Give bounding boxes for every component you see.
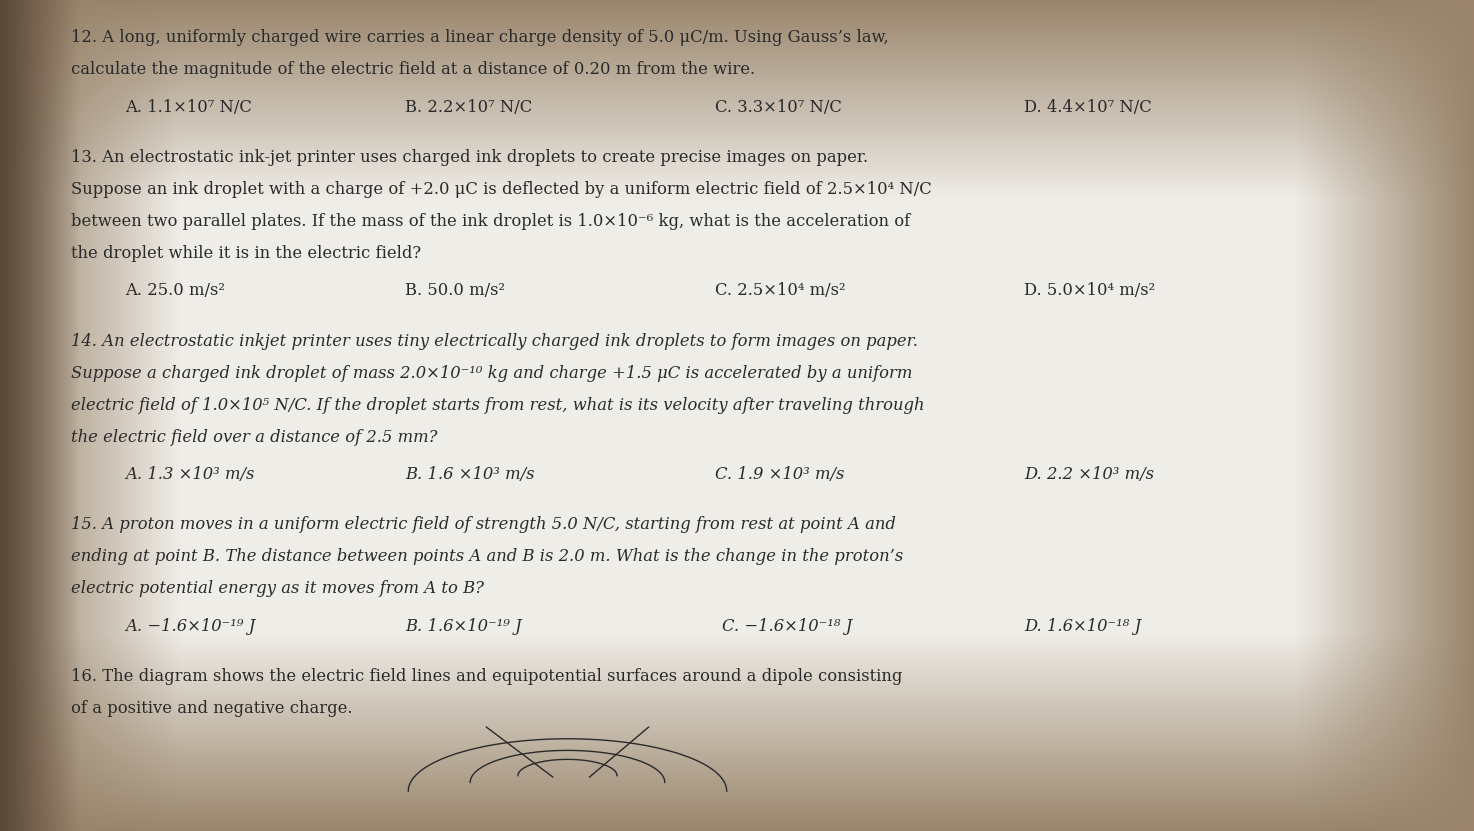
Text: 13. An electrostatic ink-jet printer uses charged ink droplets to create precise: 13. An electrostatic ink-jet printer use… <box>71 149 868 166</box>
Text: electric field of 1.0×10⁵ N/C. If the droplet starts from rest, what is its velo: electric field of 1.0×10⁵ N/C. If the dr… <box>71 396 924 414</box>
Text: D. 2.2 ×10³ m/s: D. 2.2 ×10³ m/s <box>1024 466 1154 483</box>
Text: D. 5.0×10⁴ m/s²: D. 5.0×10⁴ m/s² <box>1024 283 1156 299</box>
Text: the electric field over a distance of 2.5 mm?: the electric field over a distance of 2.… <box>71 429 438 445</box>
Text: C. −1.6×10⁻¹⁸ J: C. −1.6×10⁻¹⁸ J <box>722 617 852 635</box>
Text: ending at point B. The distance between points A and B is 2.0 m. What is the cha: ending at point B. The distance between … <box>71 548 904 565</box>
Text: the droplet while it is in the electric field?: the droplet while it is in the electric … <box>71 245 422 262</box>
Text: A. −1.6×10⁻¹⁹ J: A. −1.6×10⁻¹⁹ J <box>125 617 255 635</box>
Text: B. 50.0 m/s²: B. 50.0 m/s² <box>405 283 506 299</box>
Text: electric potential energy as it moves from A to B?: electric potential energy as it moves fr… <box>71 580 483 597</box>
Text: A. 1.1×10⁷ N/C: A. 1.1×10⁷ N/C <box>125 99 252 116</box>
Text: B. 1.6 ×10³ m/s: B. 1.6 ×10³ m/s <box>405 466 535 483</box>
Text: of a positive and negative charge.: of a positive and negative charge. <box>71 700 352 717</box>
Text: between two parallel plates. If the mass of the ink droplet is 1.0×10⁻⁶ kg, what: between two parallel plates. If the mass… <box>71 213 909 230</box>
Text: B. 2.2×10⁷ N/C: B. 2.2×10⁷ N/C <box>405 99 532 116</box>
Text: 14. An electrostatic inkjet printer uses tiny electrically charged ink droplets : 14. An electrostatic inkjet printer uses… <box>71 332 918 350</box>
Text: C. 3.3×10⁷ N/C: C. 3.3×10⁷ N/C <box>715 99 842 116</box>
Text: A. 1.3 ×10³ m/s: A. 1.3 ×10³ m/s <box>125 466 255 483</box>
Text: D. 4.4×10⁷ N/C: D. 4.4×10⁷ N/C <box>1024 99 1153 116</box>
Text: 15. A proton moves in a uniform electric field of strength 5.0 N/C, starting fro: 15. A proton moves in a uniform electric… <box>71 516 896 534</box>
Text: B. 1.6×10⁻¹⁹ J: B. 1.6×10⁻¹⁹ J <box>405 617 522 635</box>
Text: calculate the magnitude of the electric field at a distance of 0.20 m from the w: calculate the magnitude of the electric … <box>71 61 755 78</box>
Text: Suppose a charged ink droplet of mass 2.0×10⁻¹⁰ kg and charge +1.5 μC is acceler: Suppose a charged ink droplet of mass 2.… <box>71 365 912 381</box>
Text: 16. The diagram shows the electric field lines and equipotential surfaces around: 16. The diagram shows the electric field… <box>71 668 902 685</box>
Text: D. 1.6×10⁻¹⁸ J: D. 1.6×10⁻¹⁸ J <box>1024 617 1142 635</box>
Text: Suppose an ink droplet with a charge of +2.0 μC is deflected by a uniform electr: Suppose an ink droplet with a charge of … <box>71 181 932 198</box>
Text: 12. A long, uniformly charged wire carries a linear charge density of 5.0 μC/m. : 12. A long, uniformly charged wire carri… <box>71 29 889 46</box>
Text: A. 25.0 m/s²: A. 25.0 m/s² <box>125 283 226 299</box>
Text: C. 1.9 ×10³ m/s: C. 1.9 ×10³ m/s <box>715 466 845 483</box>
Text: C. 2.5×10⁴ m/s²: C. 2.5×10⁴ m/s² <box>715 283 846 299</box>
